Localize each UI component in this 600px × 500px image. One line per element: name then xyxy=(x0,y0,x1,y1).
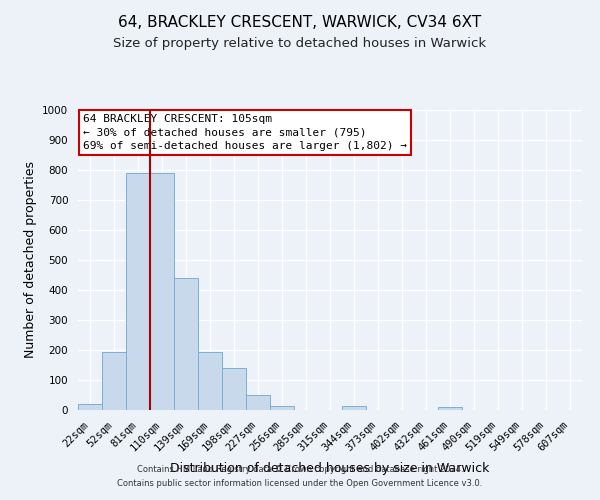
Bar xyxy=(102,352,126,410)
Bar xyxy=(126,173,150,410)
Text: 64 BRACKLEY CRESCENT: 105sqm
← 30% of detached houses are smaller (795)
69% of s: 64 BRACKLEY CRESCENT: 105sqm ← 30% of de… xyxy=(83,114,407,151)
Y-axis label: Number of detached properties: Number of detached properties xyxy=(23,162,37,358)
Bar xyxy=(438,407,462,410)
Bar xyxy=(342,406,366,410)
Bar xyxy=(270,406,294,410)
Bar xyxy=(222,368,246,410)
Bar xyxy=(198,352,222,410)
Bar xyxy=(78,404,102,410)
Bar xyxy=(150,173,174,410)
Bar xyxy=(174,278,198,410)
Text: Contains HM Land Registry data © Crown copyright and database right 2024.
Contai: Contains HM Land Registry data © Crown c… xyxy=(118,466,482,487)
Text: Size of property relative to detached houses in Warwick: Size of property relative to detached ho… xyxy=(113,38,487,51)
Text: 64, BRACKLEY CRESCENT, WARWICK, CV34 6XT: 64, BRACKLEY CRESCENT, WARWICK, CV34 6XT xyxy=(118,15,482,30)
X-axis label: Distribution of detached houses by size in Warwick: Distribution of detached houses by size … xyxy=(170,462,490,474)
Bar xyxy=(246,395,270,410)
